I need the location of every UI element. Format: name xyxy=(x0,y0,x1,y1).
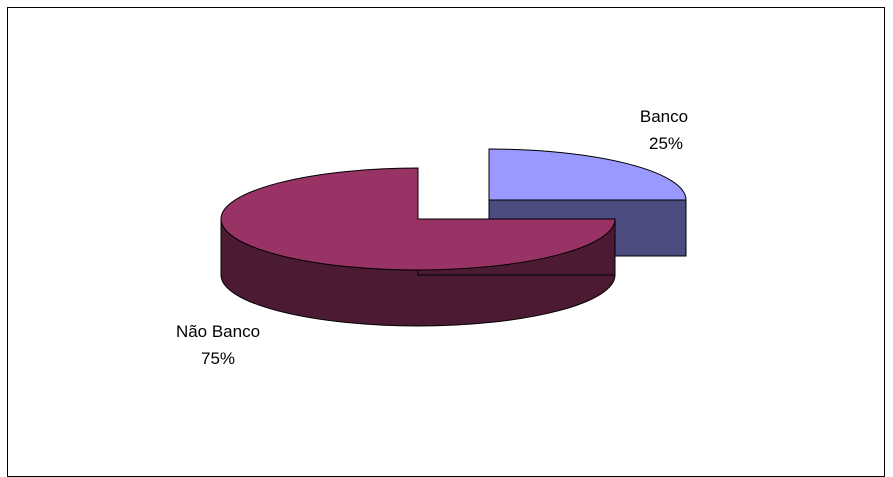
pie-group xyxy=(220,148,687,327)
percent-label-nao-banco: 75% xyxy=(201,349,235,368)
slice-nao-banco xyxy=(220,167,616,327)
slice-label-banco: Banco 25% xyxy=(640,107,688,153)
pie-chart: Banco 25% Não Banco 75% xyxy=(176,107,688,368)
slice-top-nao-banco xyxy=(220,167,616,271)
slice-top-banco xyxy=(488,148,687,201)
category-label-banco: Banco xyxy=(640,107,688,126)
percent-label-banco: 25% xyxy=(649,134,683,153)
category-label-nao-banco: Não Banco xyxy=(176,322,260,341)
slice-label-nao-banco: Não Banco 75% xyxy=(176,322,260,368)
